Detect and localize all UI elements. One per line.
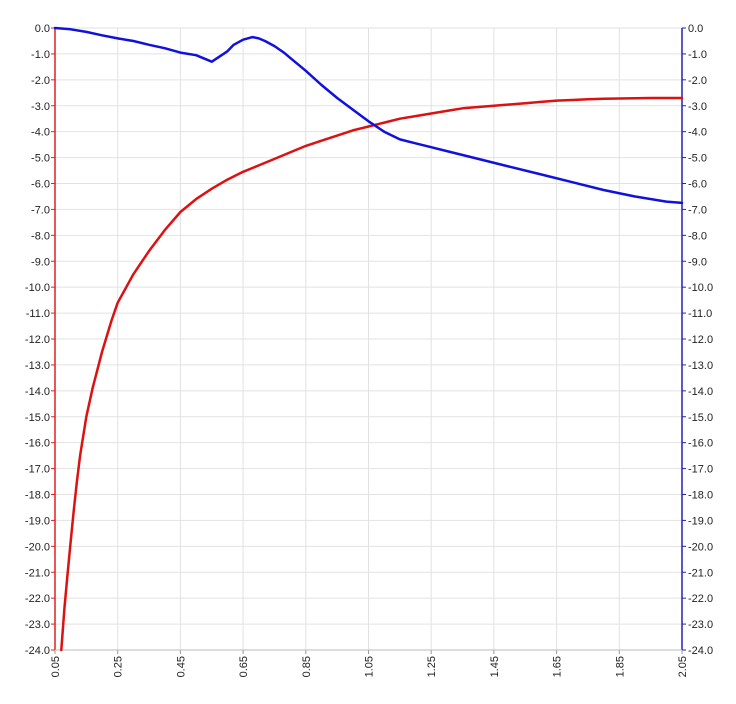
x-tick-label: 0.25 — [113, 656, 125, 677]
y-left-tick-label: -23.0 — [25, 619, 50, 631]
y-right-tick-label: -23.0 — [688, 619, 713, 631]
tick-labels: 0.0 0.0 -1.0 -1.0 -2.0 -2.0 -3.0 -3.0 -4.0 -4.0 -5… — [25, 23, 713, 677]
y-right-tick-label: -19.0 — [688, 515, 713, 527]
series-line-left-axis — [60, 96, 684, 652]
x-tick-label: 0.85 — [301, 656, 313, 677]
y-right-tick-label: 0.0 — [688, 23, 703, 35]
y-right-tick-label: -1.0 — [688, 49, 707, 61]
x-tick-label: 1.65 — [552, 656, 564, 677]
y-left-tick-label: -8.0 — [31, 230, 50, 242]
y-left-tick-label: -2.0 — [31, 75, 50, 87]
y-left-tick-label: -4.0 — [31, 127, 50, 139]
x-tick-label: 1.45 — [489, 656, 501, 677]
y-right-tick-label: -9.0 — [688, 256, 707, 268]
y-right-tick-label: -15.0 — [688, 412, 713, 424]
y-left-tick-label: -24.0 — [25, 645, 50, 657]
y-left-tick-label: -7.0 — [31, 204, 50, 216]
y-right-tick-label: -21.0 — [688, 567, 713, 579]
y-right-tick-label: -5.0 — [688, 153, 707, 165]
series-lines — [53, 26, 684, 652]
axes — [51, 27, 686, 654]
y-right-tick-label: -22.0 — [688, 593, 713, 605]
y-left-tick-label: -12.0 — [25, 334, 50, 346]
y-left-tick-label: -5.0 — [31, 153, 50, 165]
x-tick-label: 1.25 — [426, 656, 438, 677]
y-right-tick-label: -4.0 — [688, 127, 707, 139]
x-tick-label: 1.05 — [364, 656, 376, 677]
y-left-tick-label: 0.0 — [35, 23, 50, 35]
y-right-tick-label: -12.0 — [688, 334, 713, 346]
y-right-tick-label: -20.0 — [688, 541, 713, 553]
y-right-tick-label: -10.0 — [688, 282, 713, 294]
y-left-tick-label: -21.0 — [25, 567, 50, 579]
y-left-tick-label: -10.0 — [25, 282, 50, 294]
y-right-tick-label: -16.0 — [688, 438, 713, 450]
y-left-tick-label: -16.0 — [25, 438, 50, 450]
y-right-tick-label: -13.0 — [688, 360, 713, 372]
y-right-tick-label: -17.0 — [688, 464, 713, 476]
y-right-tick-label: -11.0 — [688, 308, 712, 320]
y-right-tick-label: -2.0 — [688, 75, 707, 87]
y-left-tick-label: -14.0 — [25, 386, 50, 398]
y-left-tick-label: -17.0 — [25, 464, 50, 476]
series-line-right-axis — [53, 26, 684, 205]
y-left-tick-label: -20.0 — [25, 541, 50, 553]
y-right-tick-label: -14.0 — [688, 386, 713, 398]
y-left-tick-label: -1.0 — [31, 49, 50, 61]
y-left-tick-label: -13.0 — [25, 360, 50, 372]
x-tick-label: 0.45 — [175, 656, 187, 677]
x-tick-label: 1.85 — [614, 656, 626, 677]
y-right-tick-label: -6.0 — [688, 179, 707, 191]
y-right-tick-label: -18.0 — [688, 490, 713, 502]
x-tick-label: 0.65 — [238, 656, 250, 677]
y-left-tick-label: -18.0 — [25, 490, 50, 502]
y-left-tick-label: -11.0 — [26, 308, 50, 320]
x-tick-label: 0.05 — [50, 656, 62, 677]
y-left-tick-label: -3.0 — [31, 101, 50, 113]
y-right-tick-label: -7.0 — [688, 204, 707, 216]
y-left-tick-label: -9.0 — [31, 256, 50, 268]
y-right-tick-label: -8.0 — [688, 230, 707, 242]
y-left-tick-label: -6.0 — [31, 179, 50, 191]
y-left-tick-label: -22.0 — [25, 593, 50, 605]
y-right-tick-label: -3.0 — [688, 101, 707, 113]
y-left-tick-label: -15.0 — [25, 412, 50, 424]
y-left-tick-label: -19.0 — [25, 515, 50, 527]
y-right-tick-label: -24.0 — [688, 645, 713, 657]
x-tick-label: 2.05 — [677, 656, 689, 677]
